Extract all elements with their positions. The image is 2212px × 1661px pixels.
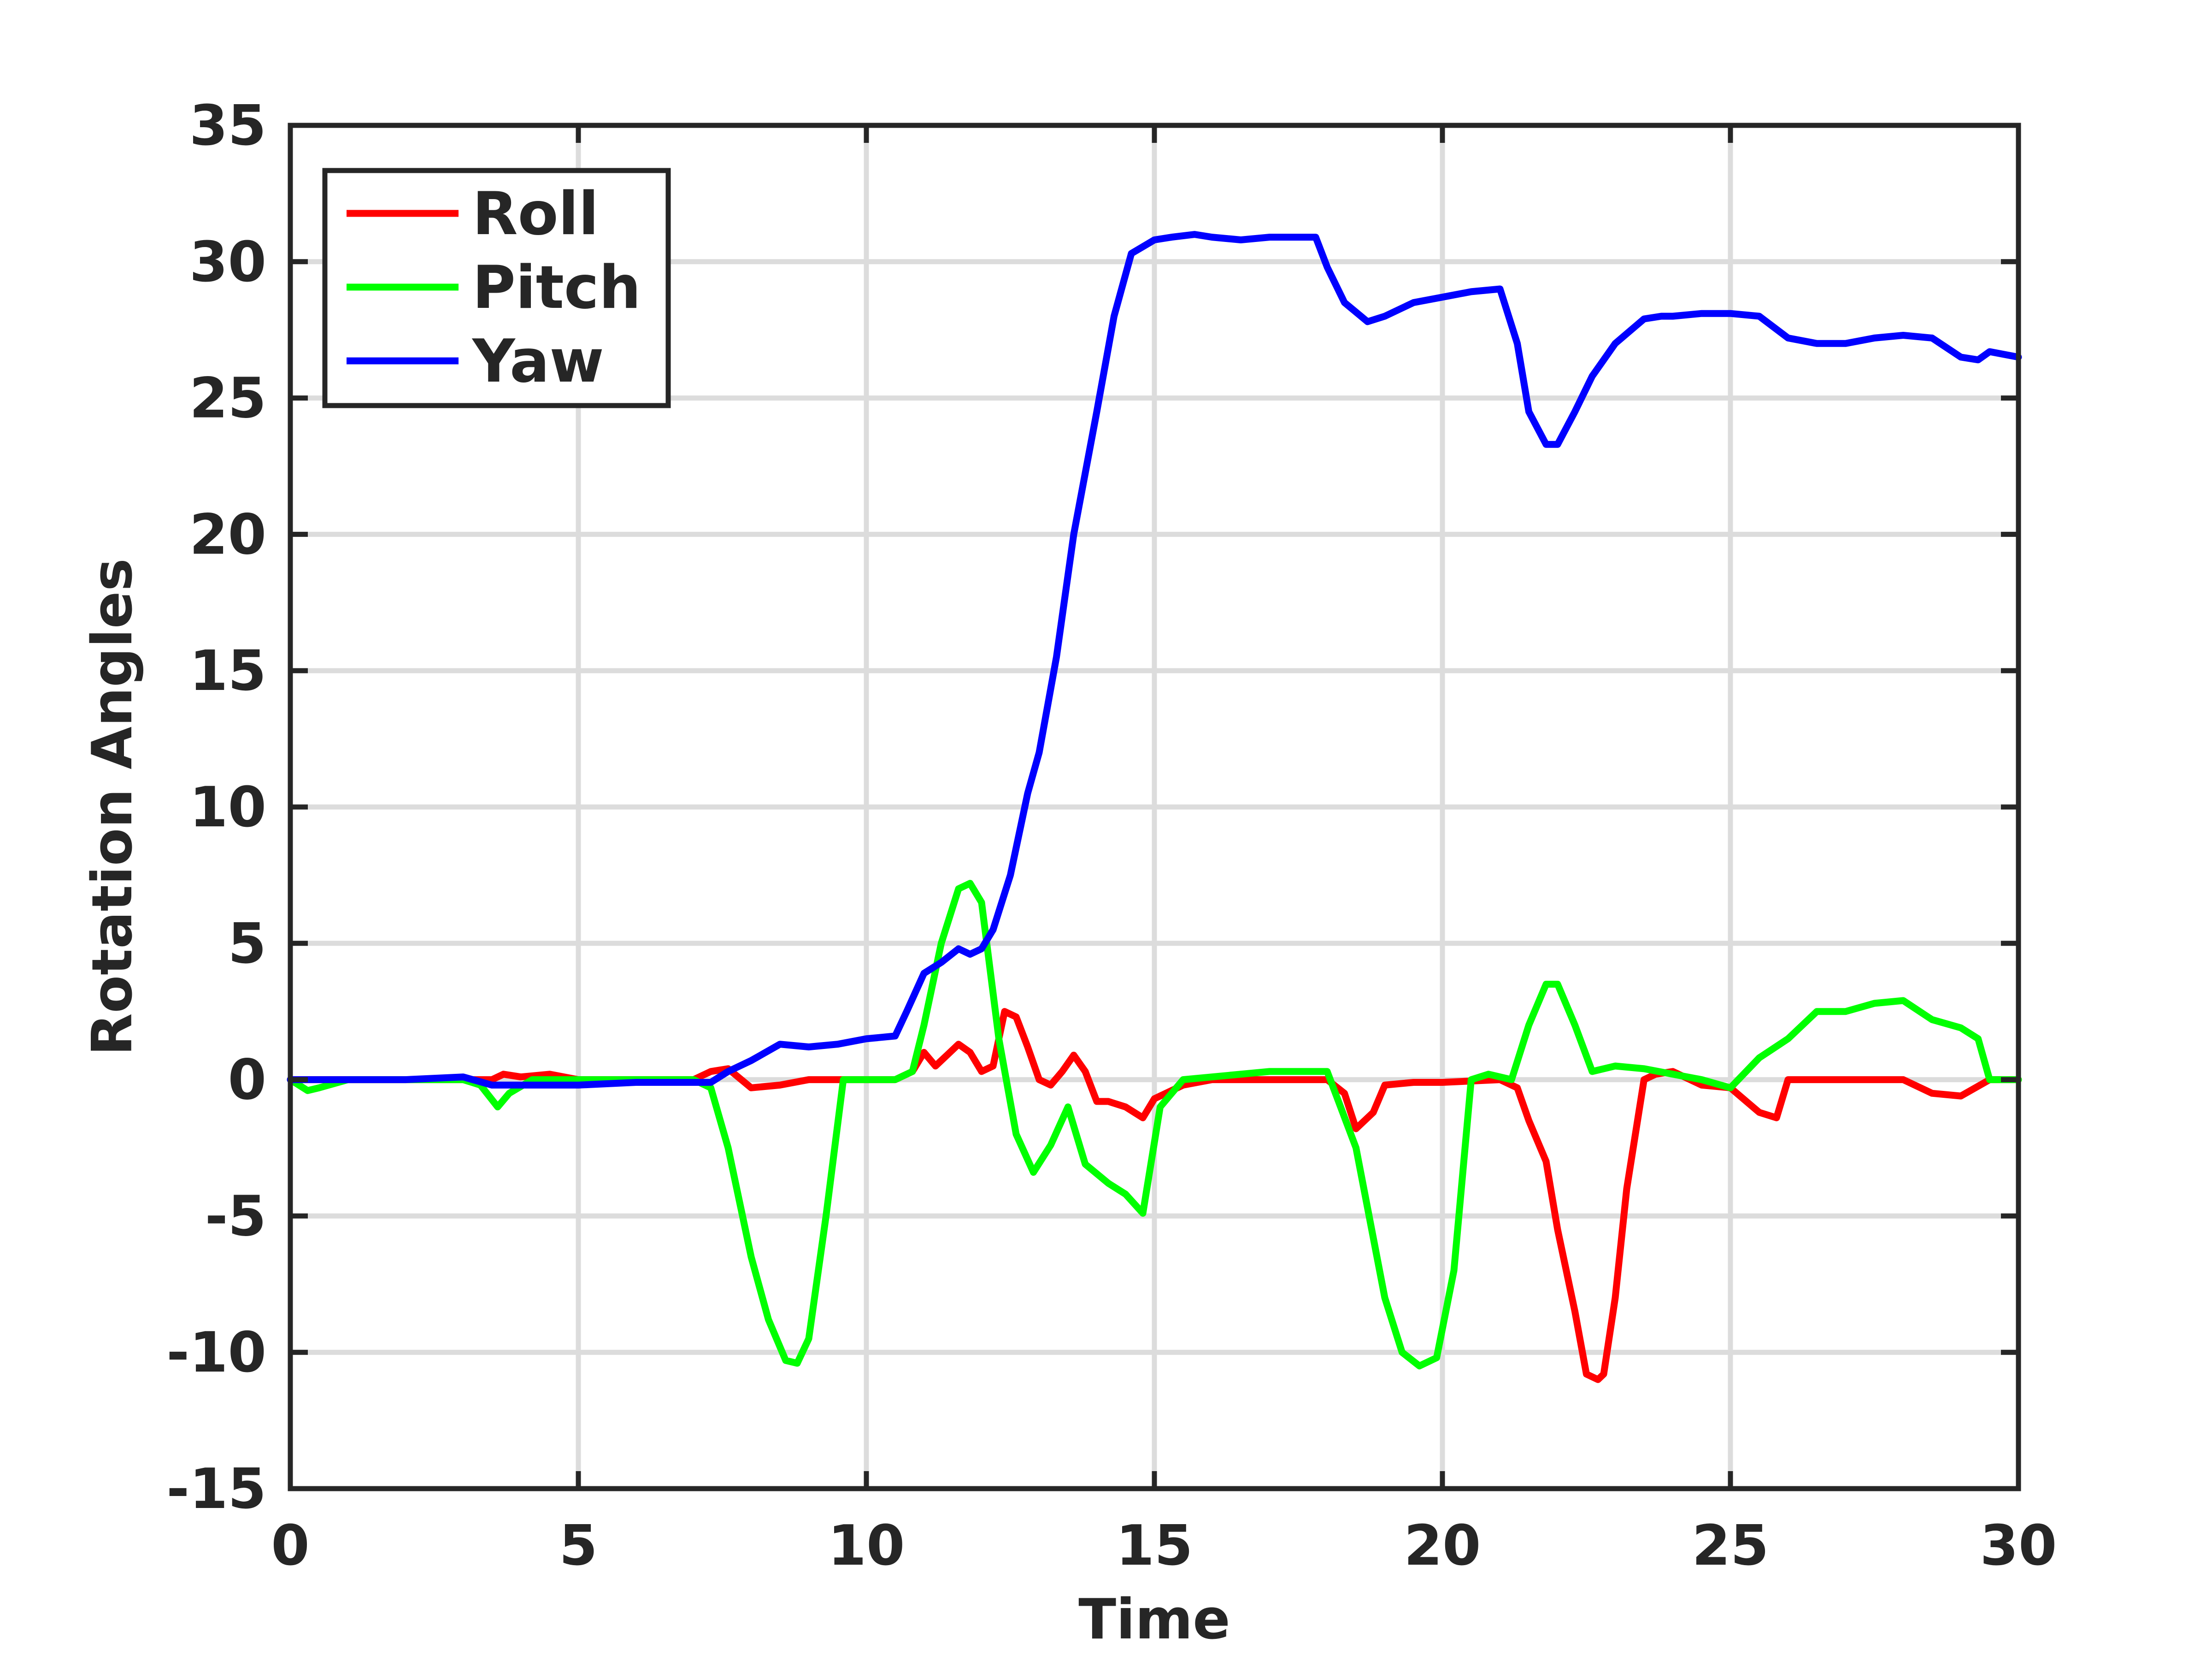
legend-label-pitch: Pitch (472, 253, 641, 322)
y-tick-label: -5 (205, 1184, 266, 1249)
y-tick-label: 25 (189, 367, 266, 431)
axis-ticks: 0 5 10 15 20 25 30 -15 -10 -5 0 5 10 15 20 25 30 35 (166, 94, 2057, 1578)
series-lines (287, 231, 2022, 1383)
legend-label-roll: Roll (472, 180, 599, 248)
y-tick-label: 15 (189, 639, 266, 703)
y-axis-label: Rotation Angles (81, 558, 145, 1055)
x-tick-label: 15 (1116, 1514, 1193, 1578)
x-tick-label: 0 (271, 1514, 310, 1578)
x-tick-label: 10 (828, 1514, 905, 1578)
y-tick-label: 35 (189, 94, 266, 158)
x-tick-label: 30 (1980, 1514, 2057, 1578)
y-tick-label: -10 (166, 1321, 266, 1385)
x-tick-label: 20 (1404, 1514, 1481, 1578)
y-tick-label: 20 (189, 503, 266, 567)
x-tick-label: 25 (1692, 1514, 1769, 1578)
y-tick-label: 10 (189, 776, 266, 840)
x-axis-label: Time (1078, 1588, 1230, 1652)
x-tick-label: 5 (559, 1514, 598, 1578)
legend-label-yaw: Yaw (471, 327, 604, 396)
y-tick-label: -15 (166, 1457, 266, 1521)
y-tick-label: 0 (228, 1048, 267, 1113)
y-tick-label: 30 (189, 230, 266, 295)
y-tick-label: 5 (228, 912, 267, 976)
series-line-yaw (287, 231, 2022, 1089)
